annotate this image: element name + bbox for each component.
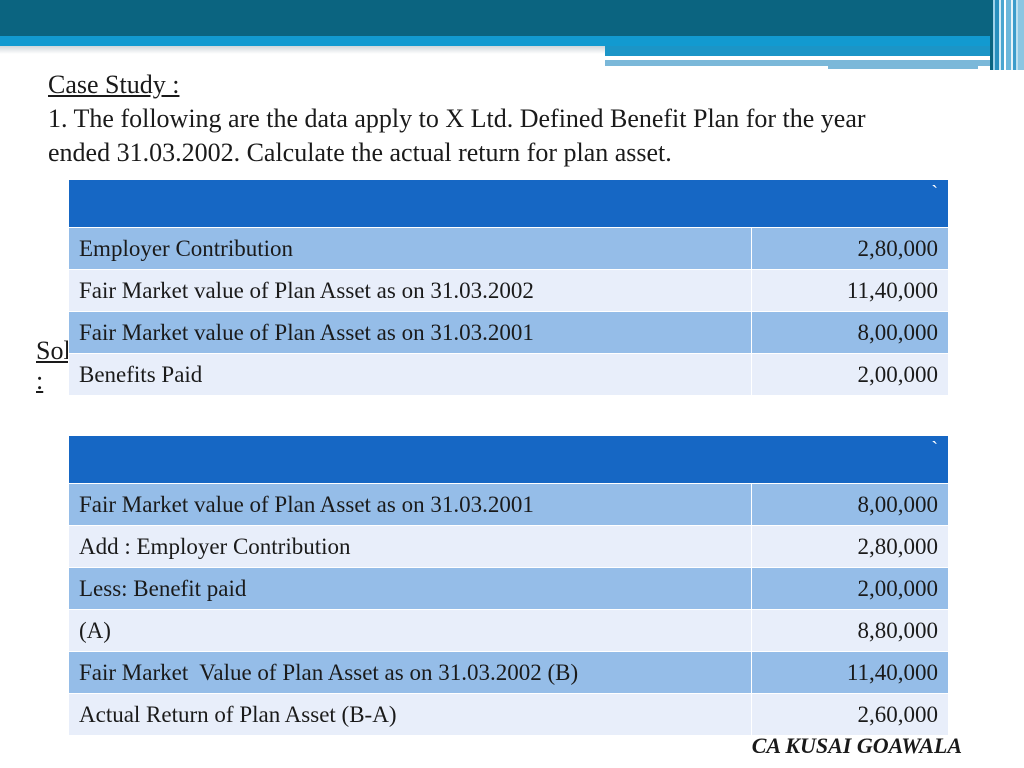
table-row: Employer Contribution 2,80,000	[68, 227, 950, 270]
header-blue-band	[0, 36, 1024, 46]
row-value: 8,00,000	[750, 311, 950, 354]
author-footer: CA KUSAI GOAWALA	[751, 733, 962, 758]
row-label: Actual Return of Plan Asset (B-A)	[68, 693, 752, 736]
table-header-row: `	[67, 179, 950, 228]
header-shadow	[0, 46, 605, 54]
row-label: Fair Market Value of Plan Asset as on 31…	[68, 651, 752, 694]
row-value: 8,00,000	[750, 483, 950, 526]
row-label: Fair Market value of Plan Asset as on 31…	[68, 483, 752, 526]
table-row: Fair Market value of Plan Asset as on 31…	[68, 483, 950, 526]
header-vertical-stripes	[990, 0, 1024, 70]
row-label: Benefits Paid	[68, 353, 752, 396]
solution-table: ` Fair Market value of Plan Asset as on …	[67, 435, 950, 736]
row-label: Fair Market value of Plan Asset as on 31…	[68, 269, 752, 312]
table-row: Fair Market Value of Plan Asset as on 31…	[68, 651, 950, 694]
currency-symbol: `	[67, 179, 950, 228]
header-light-line	[828, 66, 978, 69]
given-data-table: ` Employer Contribution 2,80,000 Fair Ma…	[67, 179, 950, 396]
table-row: Benefits Paid 2,00,000	[68, 353, 950, 396]
table-row: Fair Market value of Plan Asset as on 31…	[68, 311, 950, 354]
table-header-row: `	[67, 435, 950, 484]
row-value: 2,80,000	[750, 525, 950, 568]
row-label: Add : Employer Contribution	[68, 525, 752, 568]
table-row: Less: Benefit paid 2,00,000	[68, 567, 950, 610]
header-dark-band	[0, 0, 1024, 36]
row-value: 2,00,000	[750, 353, 950, 396]
row-value: 11,40,000	[750, 651, 950, 694]
header-light-band	[605, 60, 1024, 66]
row-label: Fair Market value of Plan Asset as on 31…	[68, 311, 752, 354]
table-row: (A) 8,80,000	[68, 609, 950, 652]
row-value: 2,00,000	[750, 567, 950, 610]
header-step-band	[605, 46, 1024, 56]
row-label: Employer Contribution	[68, 227, 752, 270]
header-white-line	[826, 56, 948, 58]
table-row: Add : Employer Contribution 2,80,000	[68, 525, 950, 568]
table-row: Fair Market value of Plan Asset as on 31…	[68, 269, 950, 312]
row-value: 11,40,000	[750, 269, 950, 312]
intro-text: Case Study : 1. The following are the da…	[48, 68, 928, 170]
row-label: (A)	[68, 609, 752, 652]
header-step-gap	[605, 56, 1024, 60]
currency-symbol: `	[67, 435, 950, 484]
table-row: Actual Return of Plan Asset (B-A) 2,60,0…	[68, 693, 950, 736]
row-value: 2,80,000	[750, 227, 950, 270]
row-value: 2,60,000	[750, 693, 950, 736]
case-question: 1. The following are the data apply to X…	[48, 104, 866, 167]
case-study-title: Case Study :	[48, 70, 180, 99]
row-label: Less: Benefit paid	[68, 567, 752, 610]
row-value: 8,80,000	[750, 609, 950, 652]
